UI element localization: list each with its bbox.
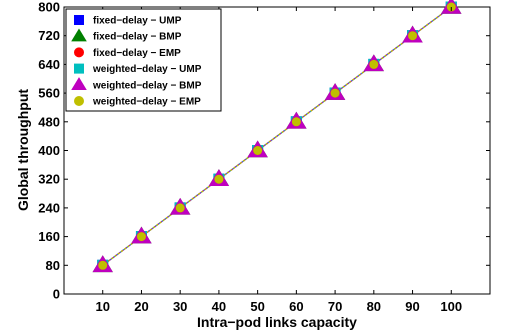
ticks-layer: 10 20 30 40 50 60 70 80 90 100 0 80 160 240 320 400 480 5… xyxy=(38,0,490,314)
x-tick-label: 20 xyxy=(134,299,148,314)
x-tick-label: 10 xyxy=(95,299,109,314)
legend-marker xyxy=(74,63,84,74)
x-tick-label: 40 xyxy=(212,299,226,314)
y-tick-label: 720 xyxy=(38,28,60,43)
legend-label: weighted−delay − BMP xyxy=(92,80,202,91)
x-tick-label: 50 xyxy=(250,299,264,314)
series-marker xyxy=(98,260,108,270)
series-marker xyxy=(136,232,146,242)
x-tick-label: 70 xyxy=(328,299,342,314)
y-tick-label: 480 xyxy=(38,114,60,129)
y-tick-label: 400 xyxy=(38,143,60,158)
legend-box xyxy=(65,8,222,112)
y-tick-label: 80 xyxy=(46,258,60,273)
y-tick-label: 320 xyxy=(38,172,60,187)
legend-label: weighted−delay − UMP xyxy=(92,64,202,75)
legend-marker xyxy=(71,28,87,42)
series-marker xyxy=(214,174,224,184)
y-tick-label: 800 xyxy=(38,0,60,15)
x-tick-label: 60 xyxy=(289,299,303,314)
x-tick-label: 80 xyxy=(367,299,381,314)
series-line xyxy=(102,6,452,266)
x-tick-label: 100 xyxy=(440,299,462,314)
y-axis-label: Global throughput xyxy=(15,89,31,211)
series-marker xyxy=(408,31,418,41)
y-tick-label: 240 xyxy=(38,200,60,215)
series-marker xyxy=(291,117,301,127)
legend-label: fixed−delay − BMP xyxy=(93,32,182,43)
legend: fixed−delay − UMP fixed−delay − BMP fixed−… xyxy=(65,8,222,112)
y-tick-label: 0 xyxy=(53,287,60,302)
legend-marker xyxy=(71,77,87,90)
legend-marker xyxy=(74,96,84,106)
x-tick-label: 30 xyxy=(173,299,187,314)
x-tick-label: 90 xyxy=(405,299,419,314)
series-marker xyxy=(253,146,263,155)
legend-marker xyxy=(74,15,84,25)
series-marker xyxy=(369,59,379,69)
y-tick-label: 160 xyxy=(38,229,60,244)
y-tick-label: 560 xyxy=(38,86,60,101)
series-marker xyxy=(330,88,340,98)
y-tick-label: 640 xyxy=(38,57,60,72)
legend-label: weighted−delay − EMP xyxy=(92,97,201,108)
legend-label: fixed−delay − UMP xyxy=(93,16,182,27)
legend-label: fixed−delay − EMP xyxy=(93,48,181,59)
legend-marker xyxy=(74,47,84,58)
series-marker xyxy=(175,203,185,213)
x-axis-label: Intra−pod links capacity xyxy=(197,314,357,330)
